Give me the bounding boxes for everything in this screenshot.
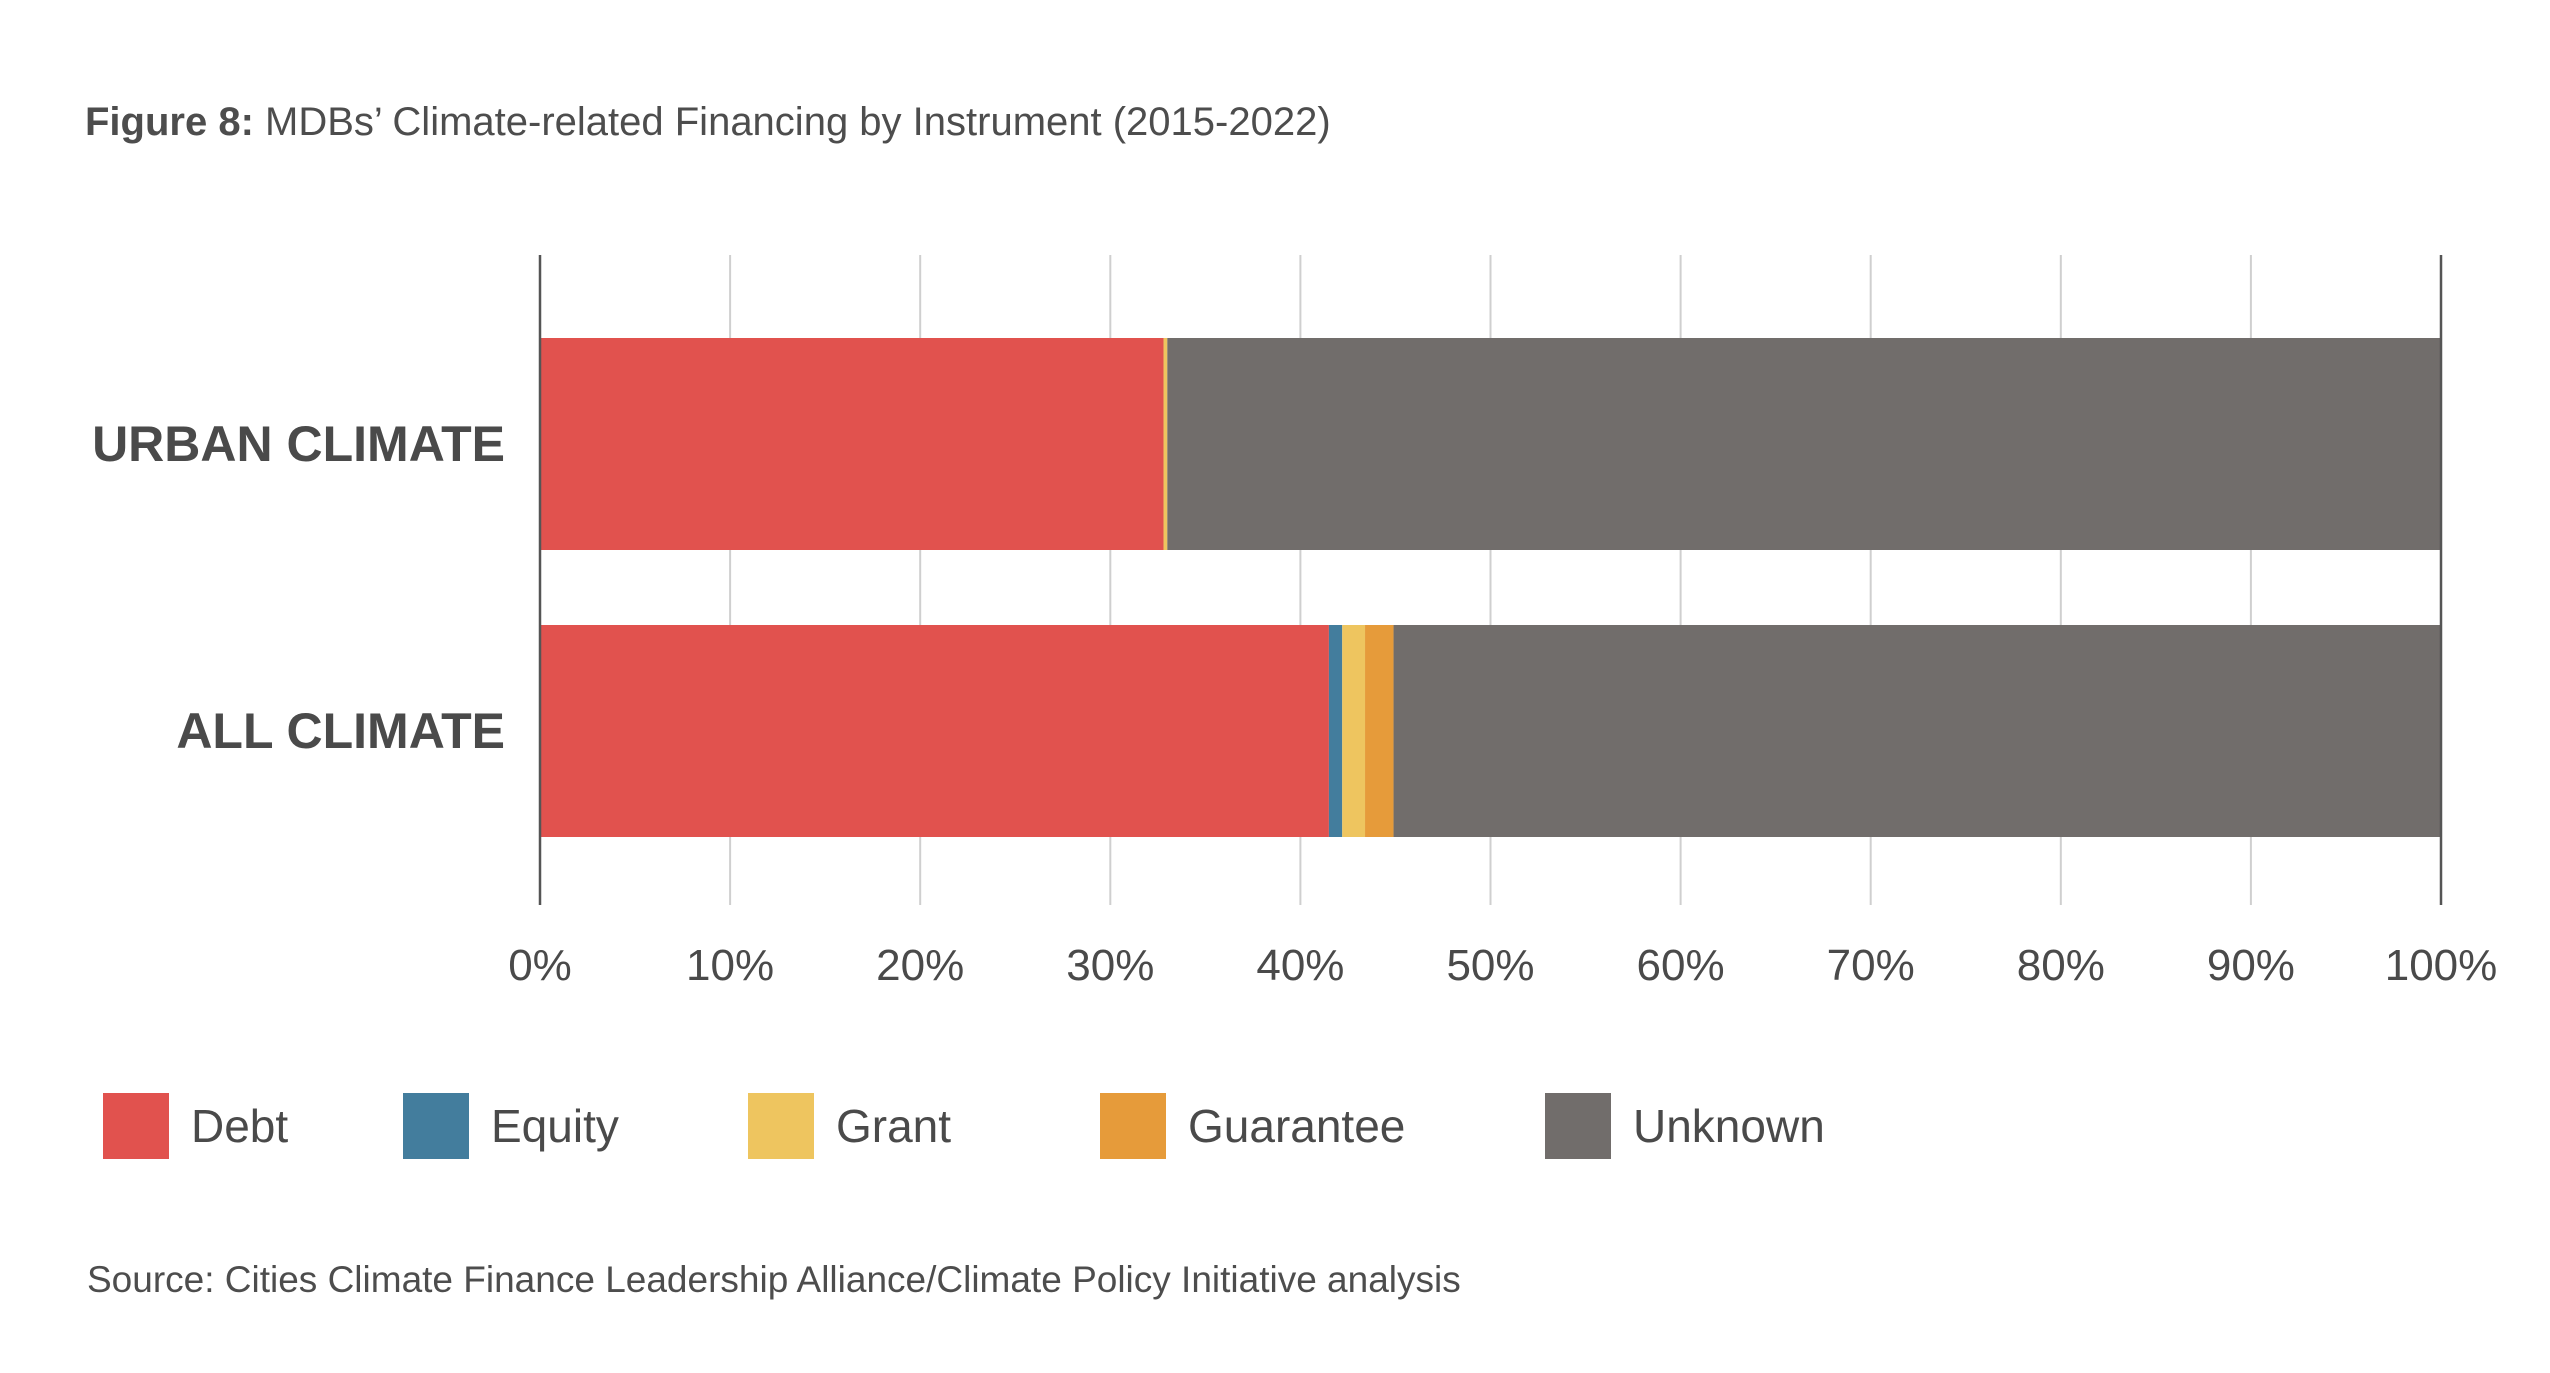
stacked-bar-chart: URBAN CLIMATE ALL CLIMATE 0% 10% 20% 30% 40% 50…: [92, 255, 2498, 990]
x-tick-label-5: 50%: [1446, 941, 1534, 990]
x-tick-label-9: 90%: [2207, 941, 2295, 990]
x-tick-label-6: 60%: [1637, 941, 1725, 990]
x-tick-label-1: 10%: [686, 941, 774, 990]
bar-urban-climate-grant: [1163, 338, 1168, 550]
legend-label-grant: Grant: [836, 1100, 952, 1152]
x-tick-label-7: 70%: [1827, 941, 1915, 990]
category-label-all-climate: ALL CLIMATE: [176, 703, 505, 759]
legend-label-unknown: Unknown: [1633, 1100, 1825, 1152]
x-tick-label-8: 80%: [2017, 941, 2105, 990]
legend-label-debt: Debt: [191, 1100, 289, 1152]
bar-all-climate-debt: [540, 625, 1329, 837]
category-label-urban-climate: URBAN CLIMATE: [92, 416, 505, 472]
x-tick-label-4: 40%: [1256, 941, 1344, 990]
legend-swatch-unknown: [1545, 1093, 1611, 1159]
legend-swatch-debt: [103, 1093, 169, 1159]
bar-all-climate-unknown: [1393, 625, 2441, 837]
x-tick-label-0: 0%: [508, 941, 572, 990]
title-prefix: Figure 8:: [85, 100, 254, 144]
bar-all-climate-grant: [1342, 625, 1366, 837]
x-tick-label-3: 30%: [1066, 941, 1154, 990]
x-tick-label-2: 20%: [876, 941, 964, 990]
bar-urban-climate-unknown: [1167, 338, 2441, 550]
legend-swatch-grant: [748, 1093, 814, 1159]
legend-swatch-equity: [403, 1093, 469, 1159]
bar-all-climate-guarantee: [1365, 625, 1394, 837]
x-tick-label-10: 100%: [2385, 941, 2498, 990]
source-note: Source: Cities Climate Finance Leadershi…: [87, 1259, 1461, 1300]
legend-swatch-guarantee: [1100, 1093, 1166, 1159]
bar-urban-climate-debt: [540, 338, 1164, 550]
legend-label-equity: Equity: [491, 1100, 619, 1152]
legend-label-guarantee: Guarantee: [1188, 1100, 1406, 1152]
chart-title: Figure 8: MDBs’ Climate-related Financin…: [85, 92, 1331, 152]
bar-all-climate-equity: [1328, 625, 1343, 837]
title-text: MDBs’ Climate-related Financing by Instr…: [253, 100, 1331, 144]
chart-legend: Debt Equity Grant Guarantee Unknown: [0, 1093, 2550, 1163]
